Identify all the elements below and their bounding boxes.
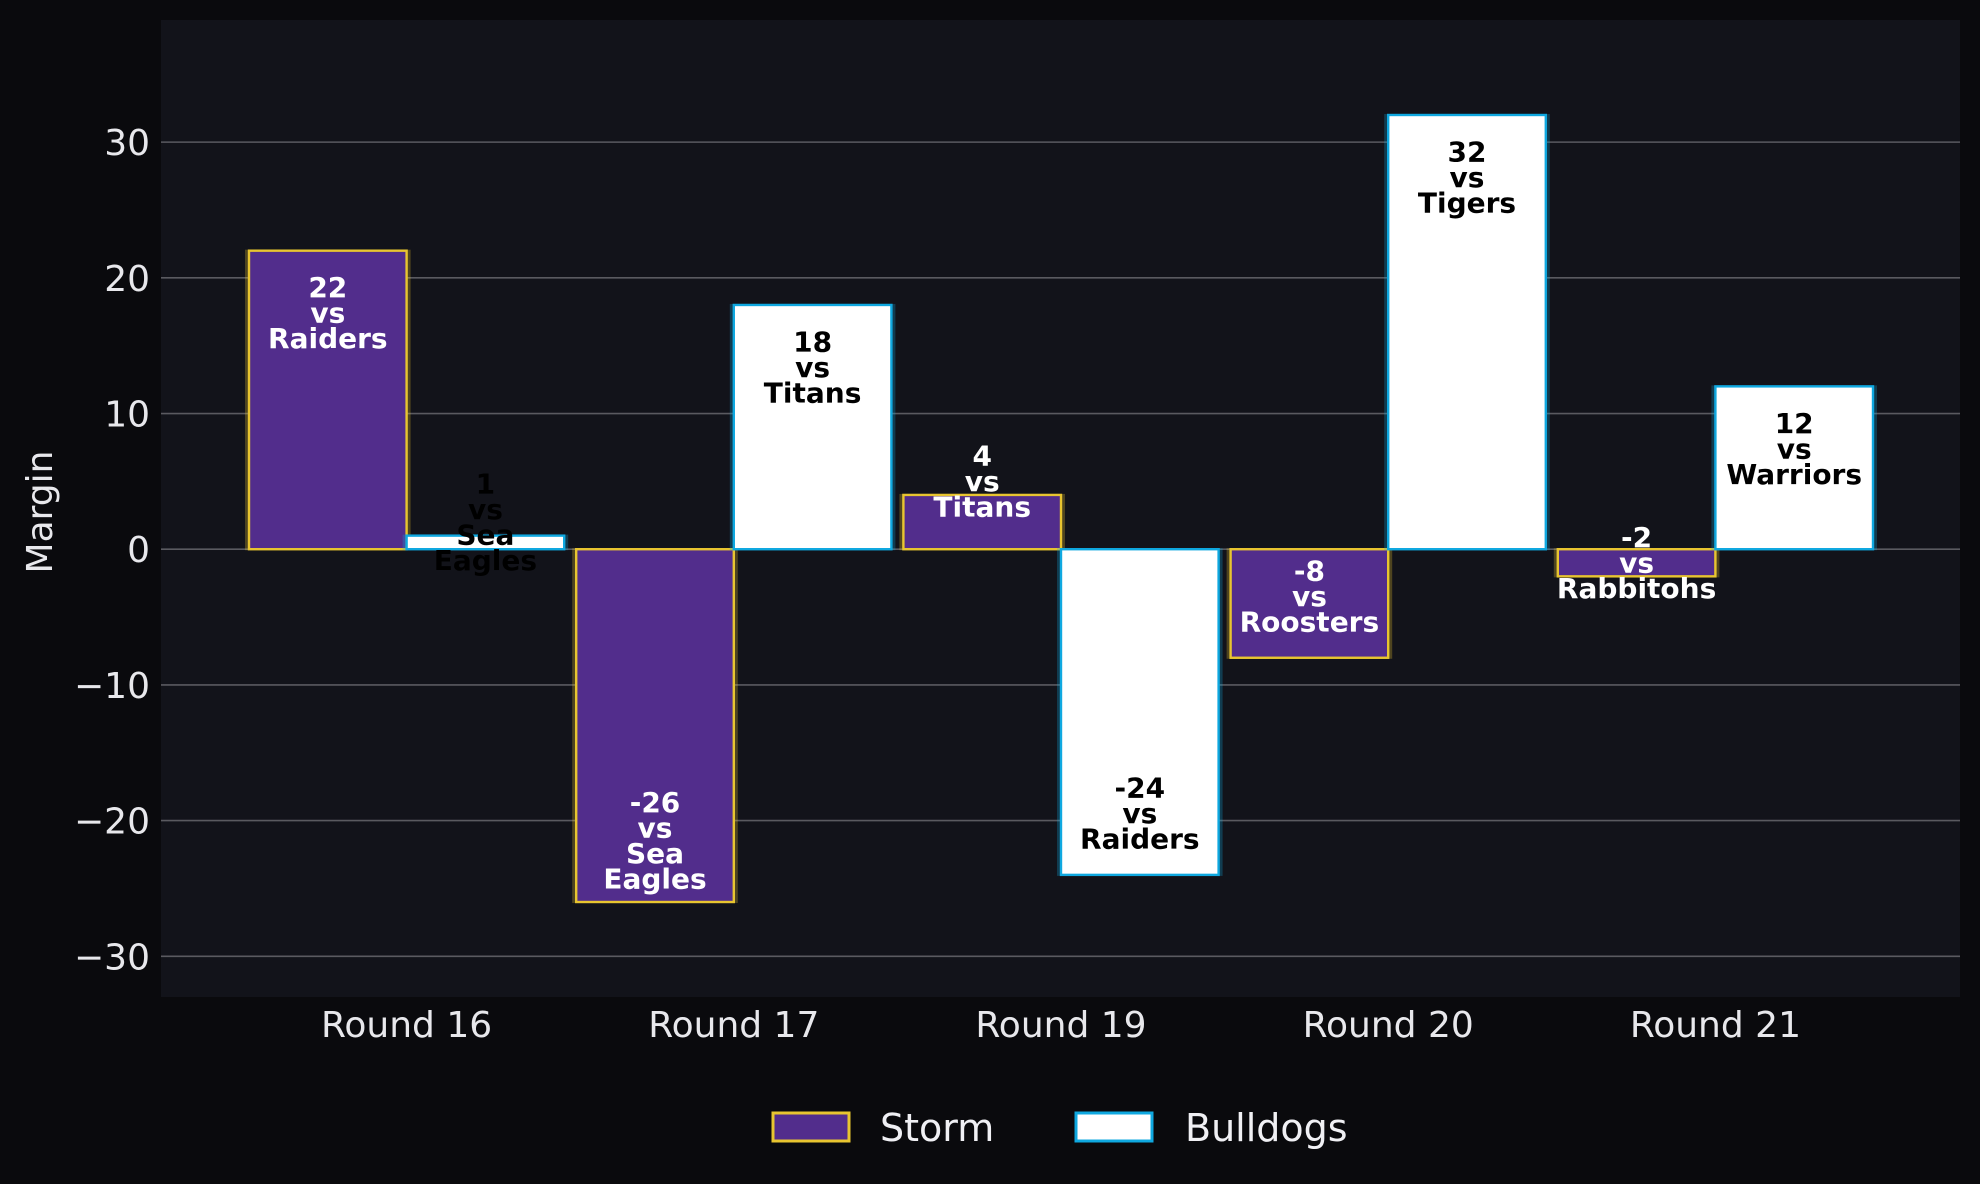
y-tick-label: −10 bbox=[74, 666, 150, 707]
y-tick-label: −30 bbox=[74, 937, 150, 978]
bar-label-line: 22 bbox=[308, 271, 347, 304]
bar-label-line: Sea bbox=[456, 518, 514, 551]
bar-storm bbox=[902, 493, 1063, 551]
x-tick-label: Round 17 bbox=[648, 1005, 819, 1046]
bar-label-line: 1 bbox=[476, 467, 495, 500]
bar-label-line: Titans bbox=[933, 490, 1031, 523]
bar-label-line: vs bbox=[638, 811, 673, 844]
bar-label-line: Roosters bbox=[1240, 605, 1380, 638]
bar-label: -26 vs Sea Eagles bbox=[603, 786, 706, 896]
bar-label-line: vs bbox=[1292, 580, 1327, 613]
bar-storm bbox=[247, 249, 408, 551]
y-tick-label: 20 bbox=[104, 259, 150, 300]
bar-label-line: 18 bbox=[793, 325, 832, 358]
bar-label-line: Raiders bbox=[268, 322, 388, 355]
bar-label-line: -24 bbox=[1115, 771, 1166, 804]
bar-label-line: vs bbox=[1619, 546, 1654, 579]
bar-label-line: Raiders bbox=[1080, 822, 1200, 855]
bar-storm bbox=[1229, 548, 1390, 659]
bar-label: -8 vs Roosters bbox=[1240, 554, 1380, 638]
bar-bulldogs bbox=[1059, 548, 1220, 877]
bar-label: 22 vs Raiders bbox=[268, 271, 388, 355]
y-tick-label: 0 bbox=[127, 530, 150, 571]
bar-label: 32 vs Tigers bbox=[1418, 135, 1516, 219]
x-tick-label: Round 21 bbox=[1630, 1005, 1801, 1046]
bar-label: 12 vs Warriors bbox=[1726, 407, 1862, 491]
bar-label: -2 vs Rabbitohs bbox=[1557, 521, 1716, 605]
x-axis-ticks: Round 16 Round 17 Round 19 Round 20 Round 21 bbox=[321, 1005, 1801, 1046]
legend-swatch-storm bbox=[771, 1111, 851, 1143]
bar-label-line: vs bbox=[1122, 797, 1157, 830]
bar-label: -24 vs Raiders bbox=[1080, 771, 1200, 855]
legend-label-storm: Storm bbox=[880, 1106, 994, 1150]
bar-label-line: Tigers bbox=[1418, 186, 1516, 219]
bar-label-line: vs bbox=[1777, 432, 1812, 465]
y-axis-ticks: −30 −20 −10 0 10 20 30 bbox=[74, 123, 150, 978]
x-tick-label: Round 20 bbox=[1303, 1005, 1474, 1046]
bar-label-line: -2 bbox=[1621, 521, 1652, 554]
bar-label-line: 4 bbox=[972, 439, 991, 472]
bar-label-line: Eagles bbox=[434, 544, 537, 577]
bar-bulldogs bbox=[732, 303, 893, 551]
legend: Storm Bulldogs bbox=[771, 1106, 1348, 1150]
legend-label-bulldogs: Bulldogs bbox=[1185, 1106, 1348, 1150]
bar-label-line: -26 bbox=[630, 786, 681, 819]
bar-label-line: 32 bbox=[1448, 135, 1487, 168]
bar-label-line: Warriors bbox=[1726, 458, 1862, 491]
y-tick-label: 10 bbox=[104, 395, 150, 436]
bar-label: 4 vs Titans bbox=[933, 439, 1031, 523]
bar-label-line: vs bbox=[468, 493, 503, 526]
bar-storm bbox=[575, 548, 736, 904]
bars bbox=[245, 113, 1877, 904]
bar-bulldogs bbox=[405, 534, 566, 551]
bar-label-line: Eagles bbox=[603, 862, 706, 895]
legend-swatch-bulldogs bbox=[1074, 1111, 1154, 1143]
bar-label-line: vs bbox=[965, 465, 1000, 498]
bar-storm bbox=[1556, 548, 1717, 578]
bar-label-line: -8 bbox=[1294, 554, 1325, 587]
bar-label-line: Titans bbox=[764, 376, 862, 409]
x-tick-label: Round 19 bbox=[975, 1005, 1146, 1046]
bar-label: 1 vs Sea Eagles bbox=[434, 467, 537, 577]
bar-label-line: Rabbitohs bbox=[1557, 572, 1716, 605]
bar-label-line: Sea bbox=[626, 837, 684, 870]
y-tick-label: 30 bbox=[104, 123, 150, 164]
bar-label-line: vs bbox=[795, 351, 830, 384]
bar-label-line: 12 bbox=[1775, 407, 1814, 440]
bar-bulldogs bbox=[1714, 385, 1875, 551]
bar-label-line: vs bbox=[310, 297, 345, 330]
y-axis-title: Margin bbox=[20, 451, 61, 574]
bar-label: 18 vs Titans bbox=[764, 325, 862, 409]
y-tick-label: −20 bbox=[74, 802, 150, 843]
bar-bulldogs bbox=[1386, 113, 1547, 551]
bar-label-line: vs bbox=[1450, 161, 1485, 194]
x-tick-label: Round 16 bbox=[321, 1005, 492, 1046]
